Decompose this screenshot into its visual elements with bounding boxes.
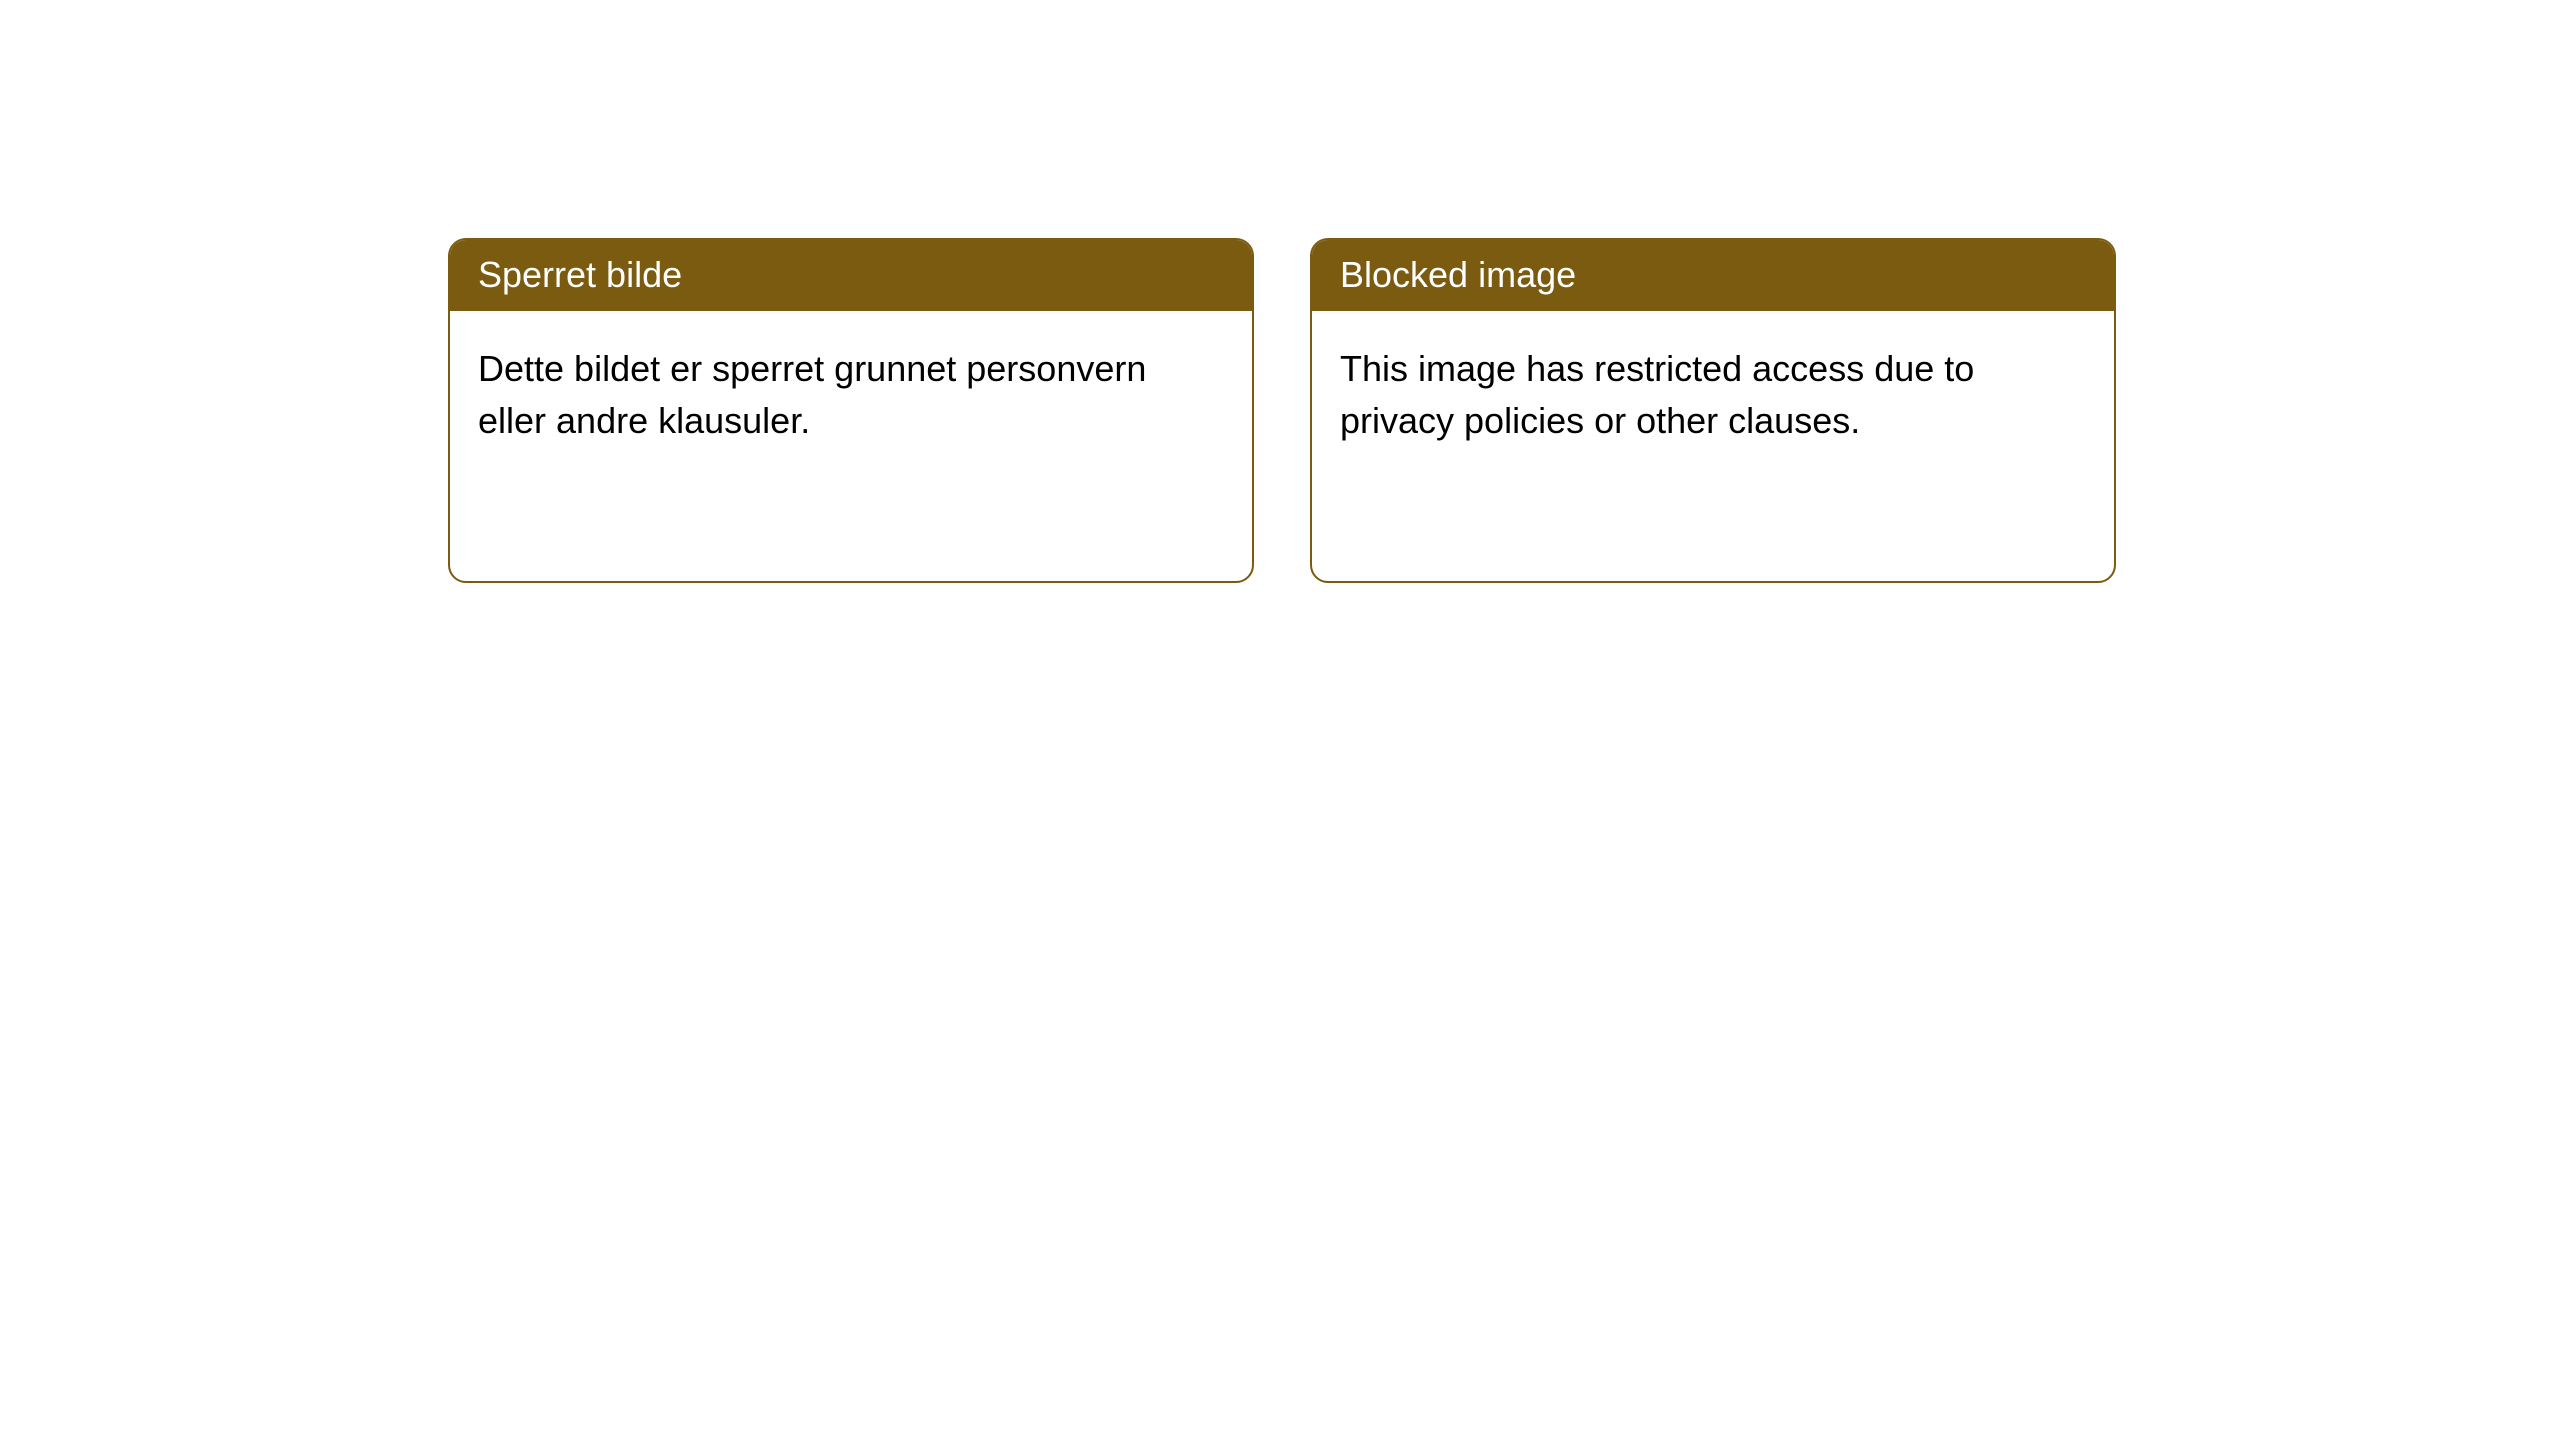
notice-card-norwegian: Sperret bilde Dette bildet er sperret gr… xyxy=(448,238,1254,583)
notice-container: Sperret bilde Dette bildet er sperret gr… xyxy=(0,0,2560,583)
notice-card-english: Blocked image This image has restricted … xyxy=(1310,238,2116,583)
notice-header-norwegian: Sperret bilde xyxy=(450,240,1252,311)
notice-header-english: Blocked image xyxy=(1312,240,2114,311)
notice-body-norwegian: Dette bildet er sperret grunnet personve… xyxy=(450,311,1252,581)
notice-body-english: This image has restricted access due to … xyxy=(1312,311,2114,581)
